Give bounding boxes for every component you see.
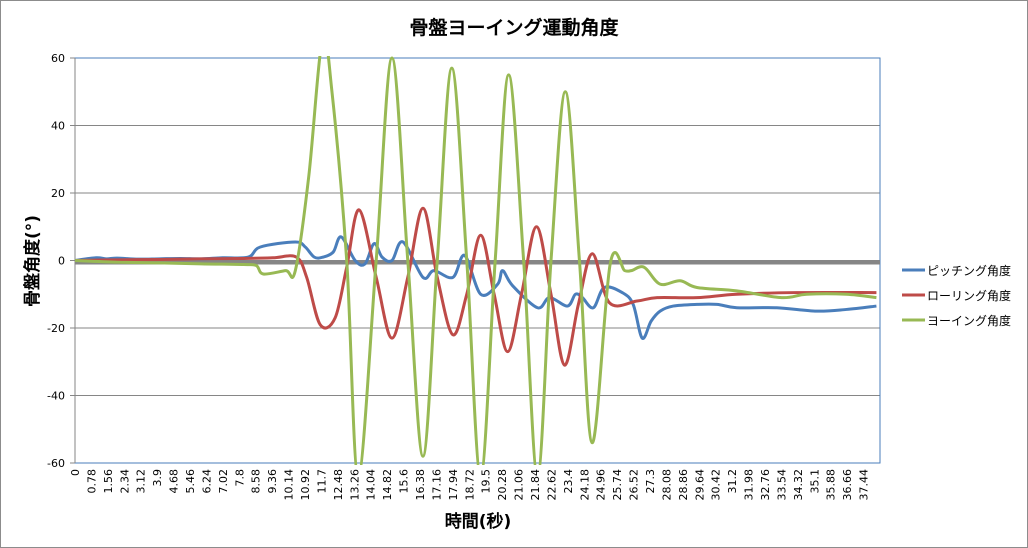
y-tick-label: -40 — [47, 390, 65, 403]
x-tick-label: 24.96 — [595, 469, 608, 501]
x-tick-label: 27.3 — [644, 469, 657, 494]
x-tick-label: 14.82 — [381, 469, 394, 501]
x-tick-label: 4.68 — [168, 469, 181, 494]
x-tick-label: 2.34 — [118, 469, 131, 494]
x-tick-label: 1.56 — [102, 469, 115, 494]
x-tick-label: 10.92 — [299, 469, 312, 501]
y-tick-label: -20 — [47, 322, 65, 335]
x-tick-label: 12.48 — [332, 469, 345, 501]
y-tick-label: 20 — [51, 187, 65, 200]
x-tick-label: 17.16 — [430, 469, 443, 501]
x-tick-label: 10.14 — [283, 469, 296, 501]
x-tick-label: 7.8 — [233, 469, 246, 487]
y-tick-label: 0 — [58, 255, 65, 268]
chart-title: 骨盤ヨーイング運動角度 — [409, 16, 619, 39]
x-axis-label: 時間(秒) — [445, 511, 512, 532]
x-tick-label: 31.98 — [743, 469, 756, 501]
x-tick-label: 0.78 — [85, 469, 98, 494]
y-axis-label: 骨盤角度(°) — [22, 215, 43, 307]
x-tick-label: 35.1 — [808, 469, 821, 494]
y-tick-label: 40 — [51, 120, 65, 133]
x-tick-label: 33.54 — [775, 469, 788, 501]
x-tick-label: 3.9 — [151, 469, 164, 487]
x-tick-label: 14.04 — [365, 469, 378, 501]
legend-label: ヨーイング角度 — [927, 313, 1011, 328]
x-tick-label: 19.5 — [480, 469, 493, 494]
x-tick-label: 26.52 — [628, 469, 641, 501]
x-tick-label: 25.74 — [611, 469, 624, 501]
x-tick-label: 8.58 — [250, 469, 263, 494]
x-tick-label: 36.66 — [841, 469, 854, 501]
x-tick-label: 32.76 — [759, 469, 772, 501]
x-tick-label: 22.62 — [545, 469, 558, 501]
x-tick-label: 37.44 — [858, 469, 871, 501]
x-tick-label: 5.46 — [184, 469, 197, 494]
x-tick-label: 6.24 — [200, 469, 213, 494]
x-tick-label: 35.88 — [825, 469, 838, 501]
x-tick-label: 16.38 — [414, 469, 427, 501]
y-tick-label: -60 — [47, 457, 65, 470]
x-tick-label: 21.06 — [513, 469, 526, 501]
y-tick-label: 60 — [51, 52, 65, 65]
x-tick-label: 34.32 — [792, 469, 805, 501]
x-tick-label: 23.4 — [562, 469, 575, 494]
x-tick-label: 9.36 — [266, 469, 279, 494]
x-tick-label: 20.28 — [496, 469, 509, 501]
x-tick-label: 28.08 — [660, 469, 673, 501]
series-line — [75, 206, 877, 367]
series-line — [75, 56, 877, 465]
legend-label: ローリング角度 — [927, 288, 1011, 303]
x-tick-label: 7.02 — [217, 469, 230, 494]
x-tick-label: 21.84 — [529, 469, 542, 501]
x-tick-label: 31.2 — [726, 469, 739, 494]
x-tick-label: 3.12 — [135, 469, 148, 494]
x-tick-label: 13.26 — [348, 469, 361, 501]
x-tick-label: 29.64 — [693, 469, 706, 501]
x-tick-label: 11.7 — [315, 469, 328, 494]
x-tick-label: 15.6 — [398, 469, 411, 494]
x-tick-label: 24.18 — [578, 469, 591, 501]
x-tick-label: 28.86 — [677, 469, 690, 501]
x-tick-label: 17.94 — [447, 469, 460, 501]
x-tick-label: 30.42 — [710, 469, 723, 501]
x-tick-label: 0 — [69, 469, 82, 476]
x-tick-label: 18.72 — [463, 469, 476, 501]
legend-label: ピッチング角度 — [927, 263, 1011, 278]
